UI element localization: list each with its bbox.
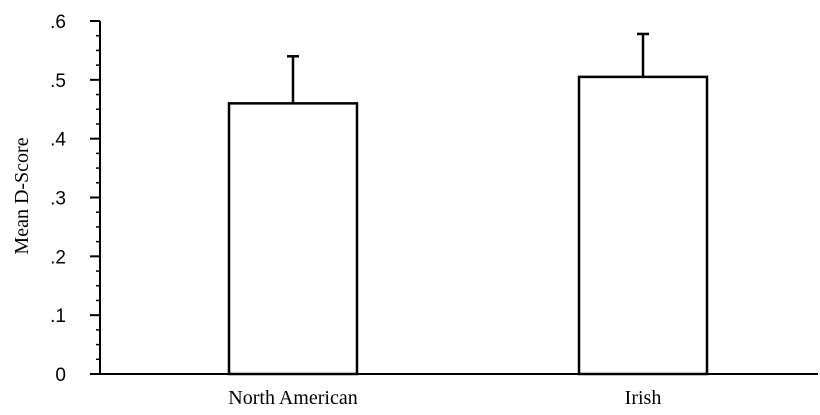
y-axis-title: Mean D-Score [11,137,33,254]
y-tick-label: 0 [55,365,66,386]
y-axis: 0 .1 .2 .3 .4 .5 .6 [50,12,100,386]
bars [229,77,707,374]
y-tick-label: .4 [50,130,66,151]
y-tick-label: .2 [50,247,66,268]
y-tick-label: .1 [50,306,66,327]
bar [229,103,357,374]
y-tick-label: .3 [50,189,66,210]
x-category-label: North American [228,387,357,409]
x-category-label: Irish [625,387,662,409]
y-tick-label: .6 [50,12,66,33]
y-tick-label: .5 [50,71,66,92]
bar [579,77,707,374]
category-labels: North American Irish [228,387,661,409]
